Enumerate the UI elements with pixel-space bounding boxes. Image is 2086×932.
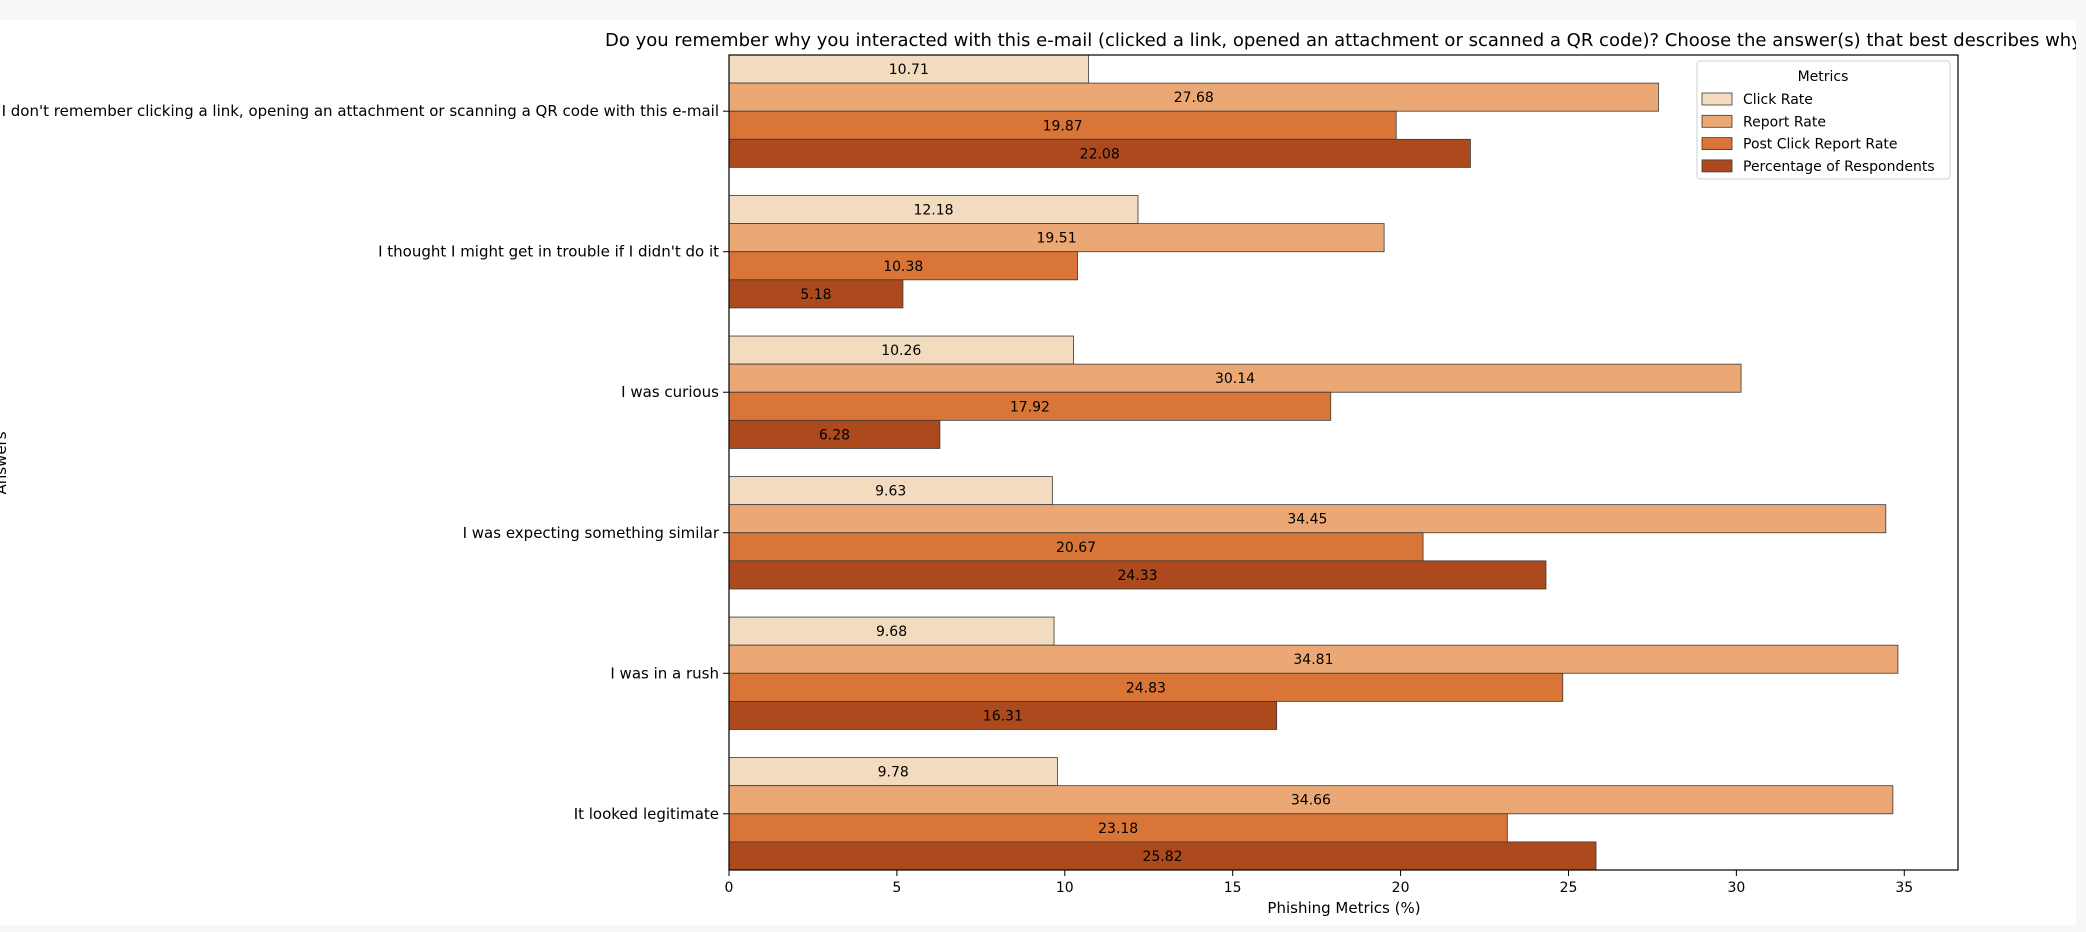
bar	[728, 504, 1887, 534]
bar	[728, 785, 1894, 815]
y-tick-label: I was in a rush	[610, 664, 719, 682]
bar	[728, 110, 1397, 140]
x-tick-label: 5	[892, 880, 901, 896]
legend-swatch	[1701, 114, 1733, 128]
bar	[728, 363, 1742, 393]
bar	[728, 700, 1278, 730]
bar-value-label: 19.51	[1037, 231, 1077, 247]
bar	[728, 757, 1058, 787]
x-tick-label: 0	[725, 880, 734, 896]
bar-value-label: 10.26	[881, 343, 921, 359]
bar	[728, 82, 1659, 112]
legend-swatch	[1701, 92, 1733, 106]
bar	[728, 532, 1424, 562]
y-tick-label: I was expecting something similar	[463, 524, 720, 542]
bar-value-label: 6.28	[819, 427, 850, 443]
bar-value-label: 10.71	[889, 62, 929, 78]
y-tick-label: It looked legitimate	[574, 805, 719, 823]
bar-value-label: 34.45	[1287, 512, 1327, 528]
bar-value-label: 34.66	[1291, 793, 1331, 809]
x-axis-label: Phishing Metrics (%)	[1267, 899, 1420, 917]
bar	[728, 391, 1332, 421]
legend-title: Metrics	[1798, 69, 1849, 85]
legend-box	[1696, 60, 1951, 180]
bar	[728, 813, 1508, 843]
legend-entry-label: Percentage of Respondents	[1743, 159, 1935, 175]
bar-value-label: 23.18	[1098, 821, 1138, 837]
x-tick-label: 30	[1727, 880, 1745, 896]
y-axis-label: Answers	[0, 431, 10, 494]
bar-value-label: 27.68	[1174, 90, 1214, 106]
legend-swatch	[1701, 137, 1733, 150]
chart-title: Do you remember why you interacted with …	[605, 30, 2076, 51]
bar-value-label: 34.81	[1293, 652, 1333, 668]
bar-value-label: 24.83	[1126, 680, 1166, 696]
bar	[728, 138, 1471, 168]
legend: Metrics Click Rate Report Rate Post Click …	[1696, 60, 1951, 180]
bar-value-label: 25.82	[1142, 849, 1182, 865]
legend-swatch	[1701, 159, 1733, 173]
bar	[728, 223, 1385, 253]
bar-value-label: 20.67	[1056, 540, 1096, 556]
bar-value-label: 17.92	[1010, 399, 1050, 415]
bar-value-label: 24.33	[1117, 568, 1157, 584]
y-tick-label: I was curious	[621, 383, 719, 401]
bar-value-label: 9.63	[875, 484, 906, 500]
bar	[728, 419, 941, 449]
plot-area-frame	[728, 54, 1959, 871]
bar-value-label: 19.87	[1043, 118, 1083, 134]
bar-value-label: 22.08	[1080, 146, 1120, 162]
bar	[728, 54, 1090, 84]
x-tick-label: 10	[1056, 880, 1074, 896]
x-tick-label: 20	[1392, 880, 1410, 896]
x-tick-label: 25	[1560, 880, 1578, 896]
y-tick-label: I don't remember clicking a link, openin…	[2, 102, 719, 120]
x-tick-label: 15	[1224, 880, 1242, 896]
bar-value-label: 10.38	[883, 259, 923, 275]
legend-entry-label: Report Rate	[1743, 114, 1826, 130]
bar-value-label: 9.68	[876, 624, 907, 640]
bar-chart: Do you remember why you interacted with …	[0, 30, 2076, 917]
bar-value-label: 30.14	[1215, 371, 1255, 387]
bar-value-label: 5.18	[800, 287, 831, 303]
legend-entry-label: Post Click Report Rate	[1743, 137, 1898, 153]
chart-figure: Do you remember why you interacted with …	[0, 20, 2076, 925]
bar-value-label: 12.18	[913, 203, 953, 219]
bar-value-label: 9.78	[878, 765, 909, 781]
legend-entry-label: Click Rate	[1743, 92, 1813, 108]
y-tick-label: I thought I might get in trouble if I di…	[378, 243, 719, 261]
x-tick-label: 35	[1895, 880, 1913, 896]
bar-value-label: 16.31	[983, 708, 1023, 724]
bar	[728, 672, 1564, 702]
